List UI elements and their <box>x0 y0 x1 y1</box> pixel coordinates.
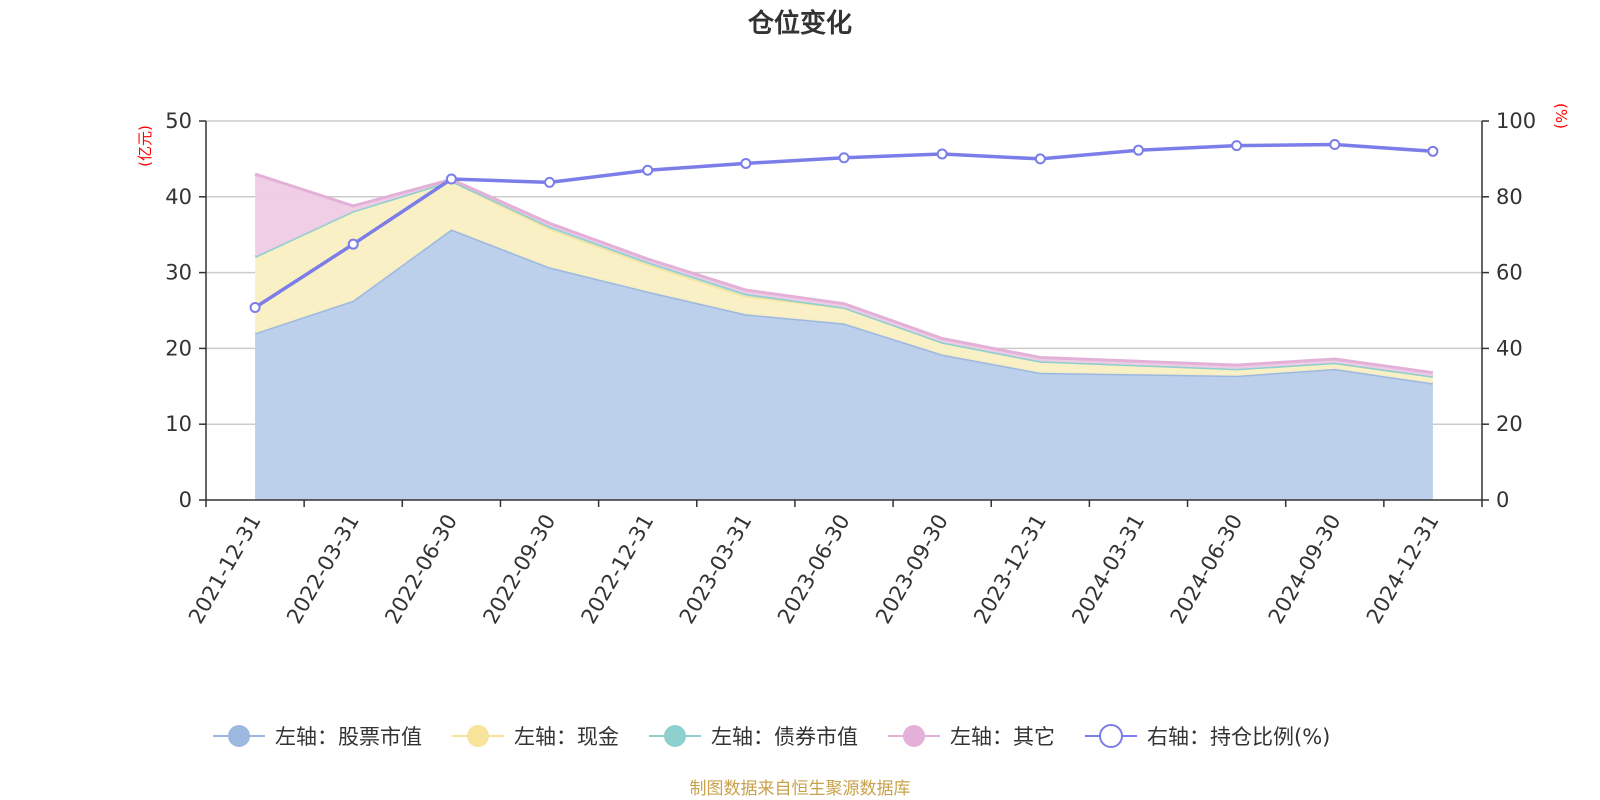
legend-item: 左轴：现金 <box>452 725 619 749</box>
x-axis-tick-label: 2024-03-31 <box>1067 510 1149 628</box>
legend-marker <box>228 725 250 747</box>
left-axis-tick-label: 40 <box>165 185 192 209</box>
right-axis-tick-label: 100 <box>1496 109 1536 133</box>
legend: 左轴：股票市值 左轴：现金 左轴：债券市值 左轴：其它 右轴：持仓比例(%) <box>213 724 1330 749</box>
left-axis-tick-label: 20 <box>165 336 192 360</box>
left-axis-unit: (亿元) <box>136 125 154 167</box>
ratio-point <box>249 301 261 313</box>
right-axis-tick-label: 60 <box>1496 261 1523 285</box>
legend-label: 左轴：其它 <box>950 725 1055 749</box>
legend-marker <box>664 725 686 747</box>
x-axis-tick-label: 2024-12-31 <box>1362 510 1444 628</box>
x-axis-tick-label: 2022-06-30 <box>380 510 462 628</box>
ratio-point <box>740 157 752 169</box>
ratio-point <box>1132 144 1144 156</box>
x-axis-tick-label: 2023-06-30 <box>773 510 855 628</box>
x-axis-tick-label: 2022-12-31 <box>577 510 659 628</box>
ratio-point <box>1427 145 1439 157</box>
area-series <box>254 172 1434 500</box>
left-axis-tick-label: 10 <box>165 412 192 436</box>
ratio-point <box>1231 140 1243 152</box>
legend-marker <box>903 725 925 747</box>
right-axis-tick-label: 40 <box>1496 336 1523 360</box>
legend-item: 左轴：其它 <box>888 725 1055 749</box>
ratio-point <box>347 238 359 250</box>
x-axis-tick-label: 2023-03-31 <box>675 510 757 628</box>
left-axis-tick-label: 0 <box>179 488 192 512</box>
x-axis-tick-label: 2023-12-31 <box>969 510 1051 628</box>
x-axis-tick-label: 2023-09-30 <box>871 510 953 628</box>
x-axis-tick-label: 2024-06-30 <box>1166 510 1248 628</box>
right-axis-tick-label: 80 <box>1496 185 1523 209</box>
right-axis-tick-label: 0 <box>1496 488 1509 512</box>
ratio-point <box>544 176 556 188</box>
legend-item: 右轴：持仓比例(%) <box>1085 724 1330 749</box>
x-axis-tick-label: 2022-09-30 <box>478 510 560 628</box>
ratio-point <box>1034 153 1046 165</box>
legend-label: 左轴：现金 <box>514 725 619 749</box>
right-axis-tick-label: 20 <box>1496 412 1523 436</box>
left-axis-tick-label: 50 <box>165 109 192 133</box>
ratio-point <box>642 164 654 176</box>
right-axis-unit: (%) <box>1552 103 1570 129</box>
area-band-2 <box>255 180 1433 384</box>
x-axis-tick-label: 2024-09-30 <box>1264 510 1346 628</box>
area-band-1 <box>255 229 1433 500</box>
legend-marker <box>467 725 489 747</box>
legend-label: 右轴：持仓比例(%) <box>1147 725 1330 749</box>
data-source-note: 制图数据来自恒生聚源数据库 <box>690 779 911 799</box>
legend-item: 左轴：债券市值 <box>649 725 858 749</box>
legend-label: 左轴：债券市值 <box>711 725 858 749</box>
x-axis-tick-label: 2021-12-31 <box>184 510 266 628</box>
chart-title: 仓位变化 <box>747 8 852 39</box>
legend-item: 左轴：股票市值 <box>213 725 422 749</box>
left-axis-tick-label: 30 <box>165 261 192 285</box>
legend-label: 左轴：股票市值 <box>275 725 422 749</box>
legend-marker <box>1099 724 1123 748</box>
ratio-point <box>1329 138 1341 150</box>
ratio-point <box>445 173 457 185</box>
ratio-line-series <box>249 138 1439 313</box>
x-axis-tick-label: 2022-03-31 <box>282 510 364 628</box>
ratio-point <box>838 152 850 164</box>
ratio-point <box>936 148 948 160</box>
